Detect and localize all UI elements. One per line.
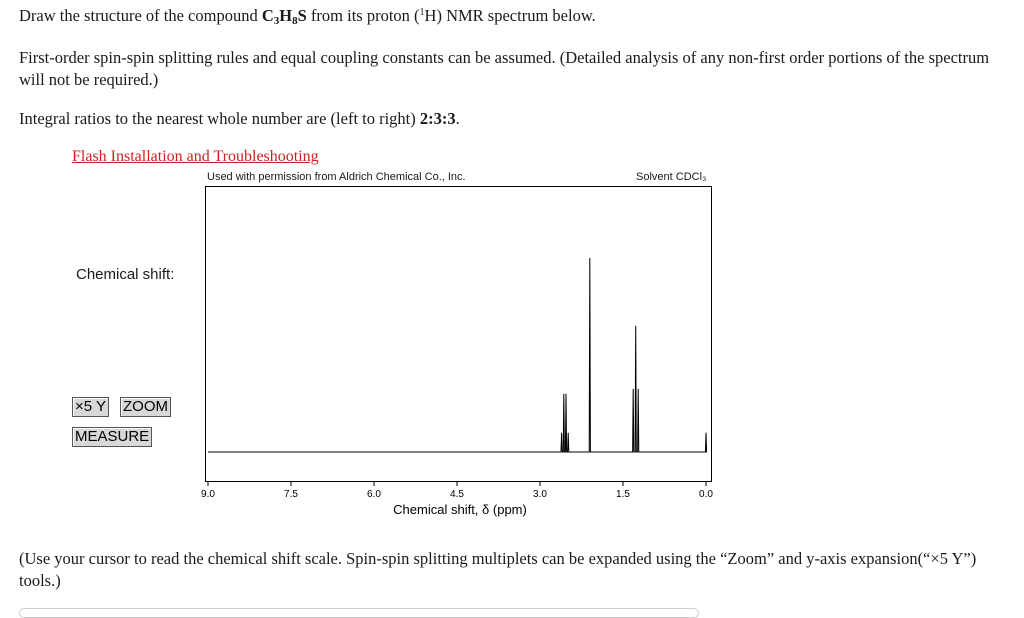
integral-ratio-text: Integral ratios to the nearest whole num… bbox=[19, 109, 460, 128]
x-tick-label: 1.5 bbox=[616, 489, 630, 500]
spectrum-trace bbox=[208, 257, 708, 453]
coupling-rule-text: First-order spin-spin splitting rules an… bbox=[19, 48, 990, 89]
x-axis-ticks bbox=[207, 481, 707, 486]
plot-frame bbox=[205, 186, 712, 482]
measure-button[interactable]: MEASURE bbox=[72, 427, 153, 447]
x-axis-label: Chemical shift, δ (ppm) bbox=[393, 502, 527, 517]
x-tick-label: 4.5 bbox=[450, 489, 464, 500]
flash-installation-link[interactable]: Flash Installation and Troubleshooting bbox=[72, 148, 319, 165]
molecular-formula: C3H8S bbox=[261, 6, 307, 27]
question-title: Draw the structure of the compound C3H8S… bbox=[19, 6, 596, 27]
x-tick-label: 0.0 bbox=[699, 489, 713, 500]
x-axis-tick-labels: 9.0 7.5 6.0 4.5 3.0 1.5 0.0 bbox=[201, 489, 713, 500]
x-tick-label: 3.0 bbox=[533, 489, 547, 500]
x-tick-label: 6.0 bbox=[367, 489, 381, 500]
x-tick-label: 7.5 bbox=[284, 489, 298, 500]
chemical-shift-readout-label: Chemical shift: bbox=[76, 266, 175, 283]
x-tick-label: 9.0 bbox=[201, 489, 215, 500]
permission-credit: Used with permission from Aldrich Chemic… bbox=[207, 171, 466, 183]
instructions-note: (Use your cursor to read the chemical sh… bbox=[19, 549, 977, 590]
zoom-button[interactable]: ZOOM bbox=[120, 397, 171, 417]
x5y-expand-button[interactable]: ×5 Y bbox=[72, 397, 110, 417]
integral-ratio-value: 2:3:3 bbox=[419, 109, 456, 128]
solvent-label: Solvent CDCl₃ bbox=[636, 171, 707, 183]
answer-input-area[interactable] bbox=[19, 608, 699, 618]
